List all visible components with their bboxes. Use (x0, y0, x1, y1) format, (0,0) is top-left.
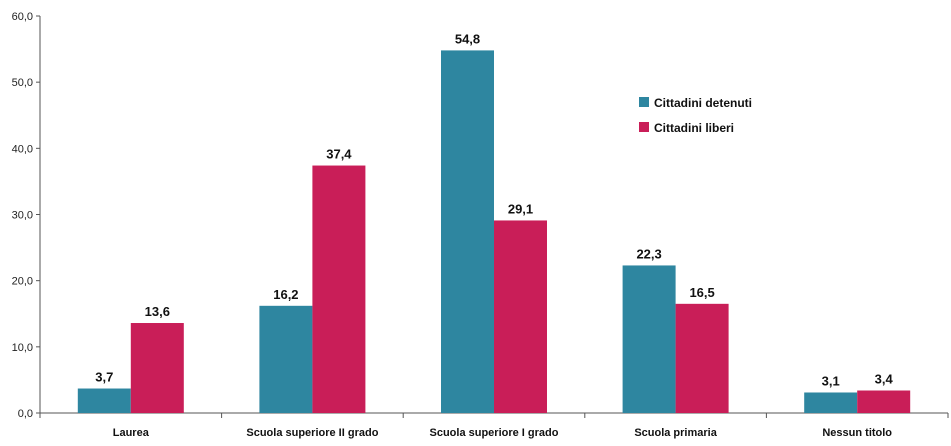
data-label: 3,4 (875, 372, 894, 387)
x-category-label: Scuola superiore I grado (430, 427, 559, 439)
x-category-label: Scuola superiore II grado (246, 427, 378, 439)
value-labels: 3,7 16,2 54,8 22,3 3,1 13,6 37,4 29,1 16,5 3,4 (95, 31, 893, 388)
data-label: 3,1 (822, 373, 840, 388)
data-label: 22,3 (636, 246, 661, 261)
x-category-label: Laurea (113, 427, 150, 439)
data-label: 54,8 (455, 31, 480, 46)
y-tick-label: 10,0 (12, 342, 33, 354)
legend-label: Cittadini liberi (654, 121, 734, 135)
y-tick-label: 30,0 (12, 210, 33, 222)
axes: 0,0 10,0 20,0 30,0 40,0 50,0 60,0 Laurea Scuola … (12, 11, 949, 439)
y-tick-label: 20,0 (12, 276, 33, 288)
data-label: 13,6 (145, 304, 170, 319)
data-label: 29,1 (508, 201, 533, 216)
bar-detenuti (77, 388, 131, 413)
data-label: 16,5 (689, 285, 714, 300)
bar-liberi (857, 390, 911, 413)
bar-detenuti (622, 265, 676, 413)
bar-liberi (675, 303, 729, 413)
legend-swatch (639, 97, 649, 107)
bar-liberi (312, 165, 366, 413)
legend-label: Cittadini detenuti (654, 96, 752, 110)
y-tick-label: 0,0 (18, 408, 33, 420)
y-tick-label: 40,0 (12, 143, 33, 155)
bar-detenuti (259, 305, 313, 413)
bar-detenuti (441, 50, 494, 413)
x-category-label: Nessun titolo (822, 427, 892, 439)
legend: Cittadini detenuti Cittadini liberi (639, 96, 752, 135)
x-category-label: Scuola primaria (634, 427, 717, 439)
data-label: 3,7 (95, 370, 113, 385)
bar-liberi (494, 220, 547, 413)
y-tick-label: 50,0 (12, 77, 33, 89)
legend-swatch (639, 122, 649, 132)
bar-detenuti (804, 392, 858, 413)
data-label: 16,2 (273, 287, 298, 302)
data-label: 37,4 (326, 147, 352, 162)
bar-liberi (130, 323, 184, 413)
bars (77, 50, 911, 413)
y-tick-label: 60,0 (12, 11, 33, 23)
